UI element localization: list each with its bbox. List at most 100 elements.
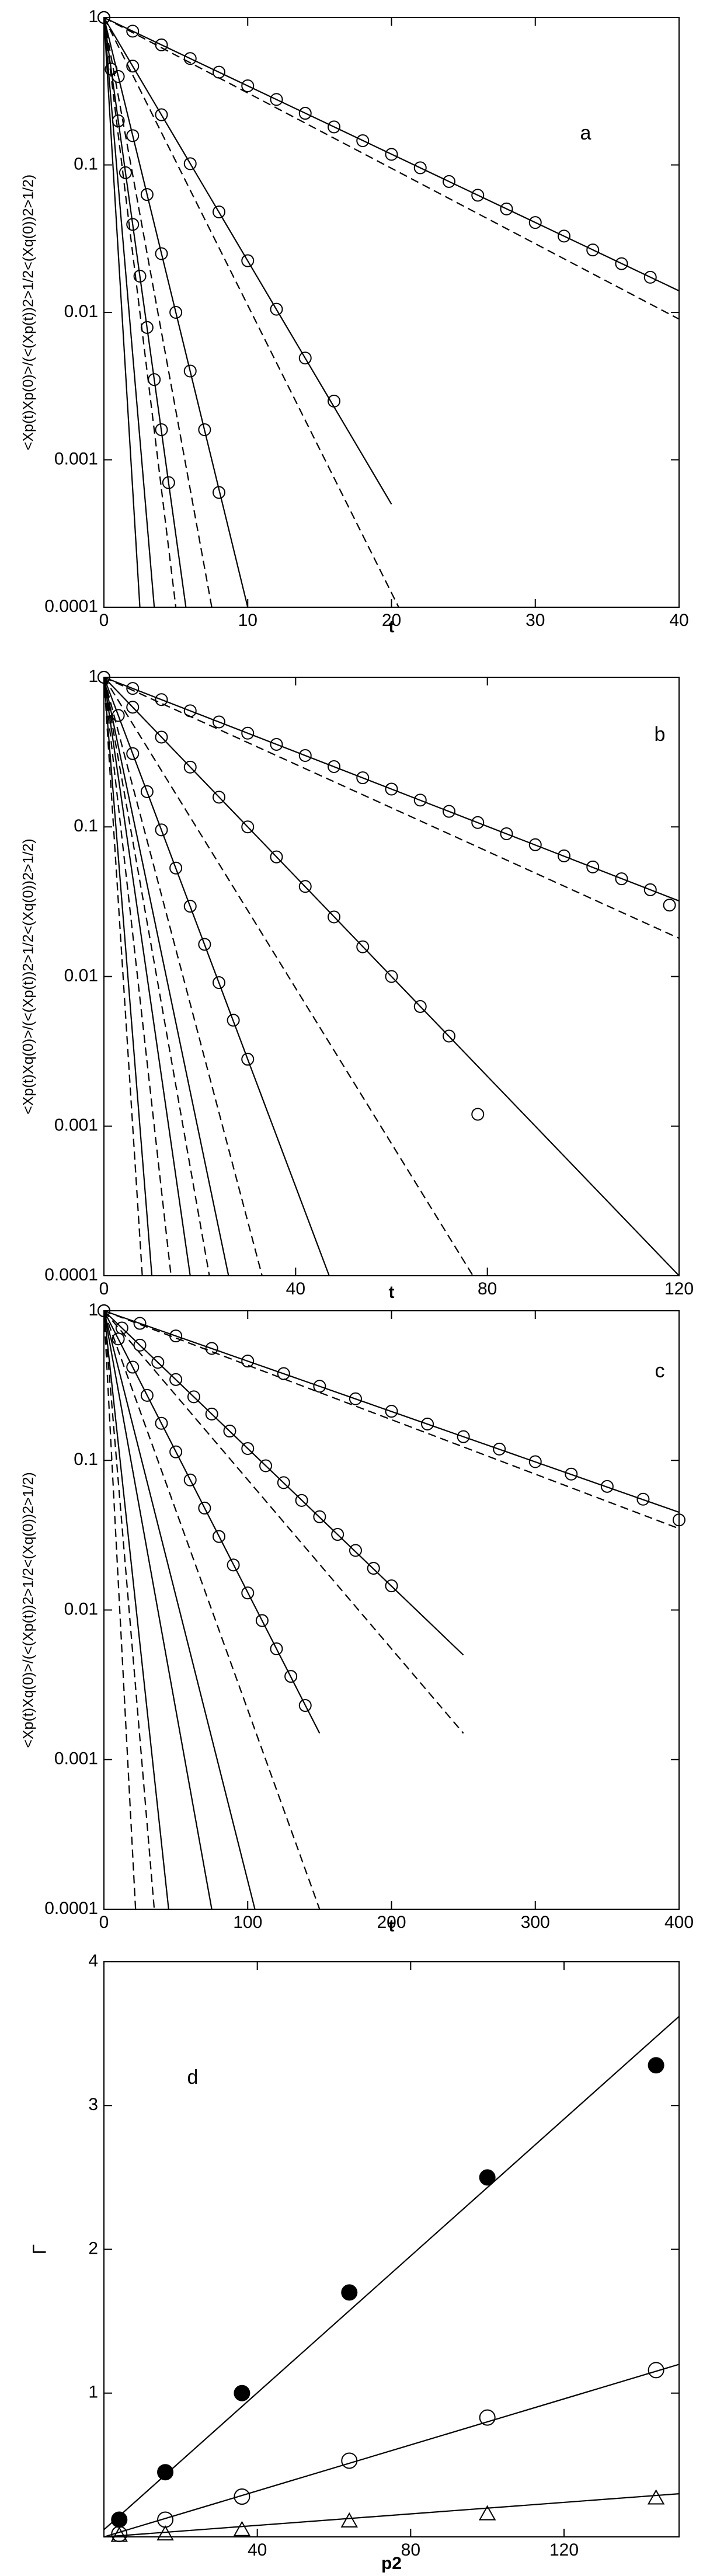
- solid-line: [103, 1310, 169, 1910]
- solid-line: [103, 17, 249, 608]
- circle-marker: [140, 785, 154, 798]
- circle-marker: [112, 1332, 125, 1346]
- circle-marker: [241, 79, 255, 93]
- y-tick-label: 0.001: [54, 449, 98, 468]
- solid-line: [103, 677, 330, 1276]
- y-tick-label: 0.001: [54, 1116, 98, 1135]
- circle-marker: [213, 486, 225, 499]
- circle-marker: [413, 1000, 427, 1013]
- circle-marker: [558, 849, 570, 862]
- circle-marker: [198, 423, 211, 436]
- circle-marker: [356, 771, 370, 785]
- dashed-line: [103, 17, 680, 320]
- x-tick-label: 80: [401, 2540, 420, 2560]
- solid-line: [103, 1310, 680, 1513]
- y-tick-label: 0.1: [74, 816, 98, 836]
- circle-marker: [126, 25, 140, 38]
- y-tick-label: 1: [88, 1300, 98, 1320]
- y-axis-label: <Xp(t)Xp(0)>/(<(Xp(t))2>1/2<(Xq(0))2>1/2…: [20, 175, 37, 450]
- circle-marker: [140, 1388, 154, 1402]
- filled-circle-marker: [479, 2169, 496, 2186]
- y-tick-label: 2: [88, 2239, 98, 2258]
- x-tick-label: 400: [664, 1913, 694, 1932]
- circle-marker: [331, 1528, 344, 1541]
- circle-marker: [528, 1455, 542, 1468]
- y-tick-label: 3: [88, 2095, 98, 2114]
- panel-label: a: [580, 122, 591, 144]
- circle-marker: [500, 827, 513, 840]
- solid-line: [103, 17, 392, 505]
- circle-marker: [213, 205, 225, 218]
- dashed-line: [103, 1310, 464, 1734]
- circle-marker: [643, 883, 657, 896]
- dashed-line: [103, 1310, 155, 1910]
- plot-frame: [103, 17, 680, 608]
- circle-marker: [98, 11, 110, 24]
- circle-marker: [155, 423, 168, 436]
- y-tick-label: 0.0001: [44, 1899, 98, 1918]
- solid-line: [103, 677, 191, 1276]
- x-tick-label: 40: [248, 2540, 267, 2560]
- circle-marker: [169, 861, 183, 875]
- circle-marker: [98, 1304, 110, 1317]
- y-tick-label: 0.001: [54, 1749, 98, 1769]
- circle-marker: [126, 218, 140, 231]
- circle-marker: [558, 229, 570, 243]
- x-axis-label: t: [389, 1283, 395, 1302]
- panel-label: d: [187, 2066, 199, 2088]
- circle-marker: [457, 1430, 470, 1443]
- circle-marker: [183, 900, 197, 913]
- solid-line: [103, 17, 141, 608]
- circle-marker: [241, 726, 255, 740]
- circle-marker: [105, 62, 118, 76]
- circle-marker: [183, 52, 197, 65]
- y-tick-label: 4: [88, 1951, 98, 1971]
- circle-marker: [183, 364, 197, 378]
- circle-marker: [151, 1356, 165, 1369]
- solid-line: [103, 1310, 321, 1734]
- filled-circle-marker: [157, 2464, 174, 2481]
- y-tick-label: 0.0001: [44, 597, 98, 616]
- circle-marker: [126, 682, 140, 695]
- x-tick-label: 0: [99, 611, 109, 630]
- circle-marker: [443, 175, 455, 188]
- y-tick-label: 0.1: [74, 154, 98, 173]
- circle-marker: [528, 838, 542, 851]
- x-tick-label: 120: [549, 2540, 579, 2560]
- circle-marker: [169, 1329, 183, 1343]
- circle-marker: [385, 1579, 398, 1593]
- circle-marker: [298, 880, 312, 893]
- panel-label: c: [655, 1360, 665, 1382]
- dashed-line: [103, 676, 680, 939]
- filled-circle-marker: [648, 2057, 664, 2074]
- circle-marker: [385, 970, 398, 983]
- plot-frame: [103, 1310, 680, 1910]
- solid-line: [103, 677, 229, 1276]
- solid-line: [103, 17, 680, 292]
- solid-line: [103, 1310, 464, 1656]
- circle-marker: [241, 1355, 255, 1368]
- circle-marker: [356, 134, 370, 148]
- x-tick-label: 200: [377, 1913, 406, 1932]
- circle-marker: [600, 1480, 614, 1493]
- circle-marker: [385, 782, 398, 796]
- circle-marker: [443, 805, 455, 818]
- circle-marker: [241, 1442, 255, 1455]
- circle-marker: [155, 1416, 168, 1430]
- circle-marker: [126, 129, 140, 142]
- circle-marker: [155, 693, 168, 706]
- triangle-marker: [478, 2505, 496, 2521]
- y-tick-label: 0.01: [64, 302, 98, 321]
- circle-marker: [112, 709, 125, 722]
- circle-marker: [270, 737, 283, 751]
- x-tick-label: 40: [669, 611, 688, 630]
- circle-marker: [140, 321, 154, 334]
- y-tick-label: 0.1: [74, 1450, 98, 1469]
- circle-marker: [443, 1029, 455, 1043]
- circle-marker: [183, 760, 197, 774]
- circle-marker: [183, 704, 197, 718]
- circle-marker: [615, 872, 628, 886]
- circle-marker: [155, 823, 168, 837]
- circle-marker: [298, 1699, 312, 1712]
